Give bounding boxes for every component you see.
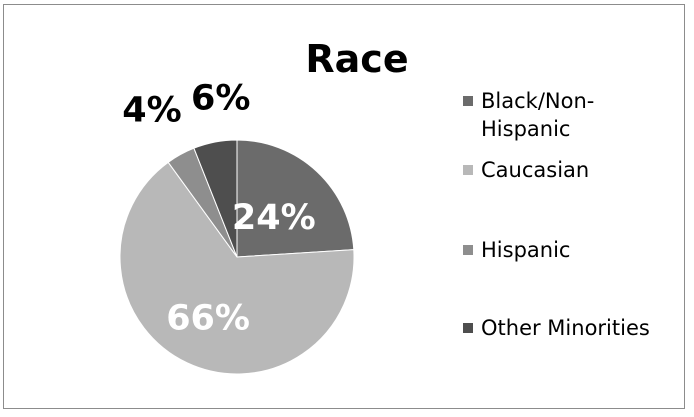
pie-slice-caucasian	[119, 161, 355, 375]
data-label: 24%	[232, 198, 316, 238]
legend-label: Caucasian	[481, 158, 589, 182]
pie-slice-black-non-hispanic	[236, 139, 355, 258]
chart-area	[3, 4, 685, 409]
data-label: 4%	[122, 91, 181, 131]
legend-label: Hispanic	[481, 238, 570, 262]
chart-title: Race	[305, 37, 408, 81]
legend: Black/Non- Hispanic Caucasian Hispanic Other…	[463, 89, 650, 340]
pie-slice-other-minorities	[193, 139, 238, 258]
data-label: 66%	[166, 298, 250, 338]
data-label: 6%	[191, 78, 250, 118]
legend-swatch	[463, 323, 473, 333]
legend-label: Hispanic	[481, 117, 570, 141]
data-labels: 24% 66% 4% 6%	[122, 78, 315, 338]
legend-label: Other Minorities	[481, 316, 650, 340]
legend-swatch	[463, 165, 473, 175]
legend-label: Black/Non-	[481, 89, 594, 113]
legend-swatch	[463, 96, 473, 106]
pie-slices	[119, 139, 355, 375]
legend-swatch	[463, 245, 473, 255]
